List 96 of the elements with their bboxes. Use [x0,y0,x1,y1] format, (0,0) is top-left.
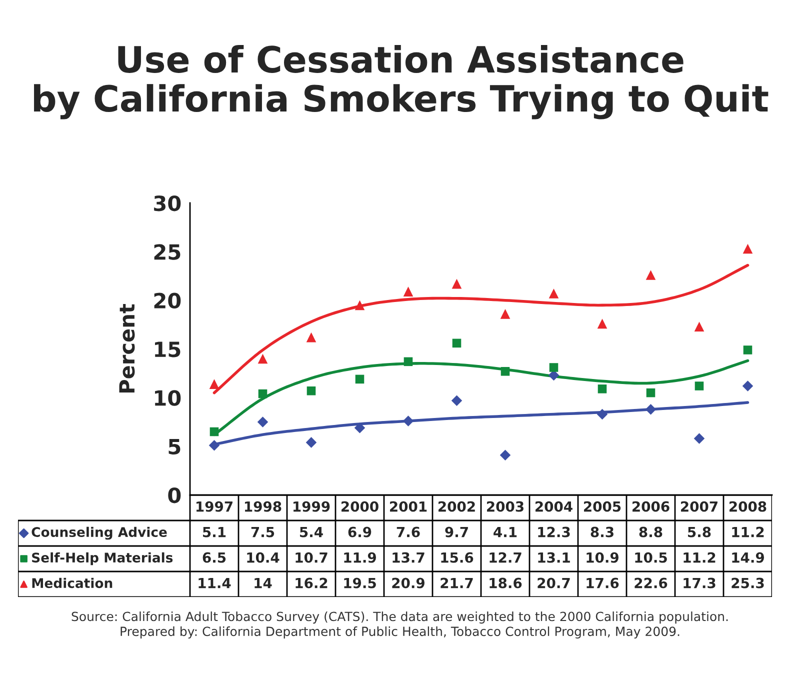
point [694,382,704,390]
data-label: 5.1 [203,526,226,538]
legend-label: Counseling Advice [32,526,167,540]
point [258,389,268,398]
x-tick-label: 2001 [390,501,427,512]
x-tick-label: 1999 [293,501,330,512]
data-label: 7.6 [396,526,420,538]
point [742,380,754,392]
x-tick-label: 2008 [730,501,766,512]
point [500,309,510,319]
data-label: 11.2 [732,526,764,538]
x-tick-label: 2005 [584,501,621,512]
point [598,384,607,394]
point [646,388,656,398]
x-tick-label: 2007 [681,501,718,512]
point [209,379,220,389]
data-label: 12.3 [538,526,570,538]
point [402,416,414,426]
data-label: 21.7 [440,578,473,588]
x-tick-label: 2004 [536,501,572,512]
point [500,366,510,376]
data-label: 4.1 [494,526,517,538]
data-label: 18.6 [490,578,522,588]
point [694,322,704,332]
point [306,332,316,342]
point [645,404,656,415]
y-tick-label: 25 [154,244,180,260]
chart-title: Use of Cessation Assistance by California Smokers Trying to Quit [34,45,768,120]
point [210,427,219,436]
y-tick-label: 0 [168,487,181,504]
point [743,346,752,354]
point [354,300,365,310]
point [355,374,364,384]
x-tick-label: 2006 [632,501,670,512]
legend-label: Medication [32,578,112,588]
data-label: 13.7 [392,552,424,563]
data-label: 11.9 [344,552,376,563]
data-label: 12.7 [490,552,522,563]
point [306,386,316,396]
data-label: 10.5 [635,552,667,563]
data-label: 13.1 [538,552,570,563]
data-label: 8.8 [639,526,662,538]
data-label: 17.3 [684,578,716,588]
point [258,354,268,364]
point [403,286,414,296]
data-label: 11.2 [684,552,716,563]
point [549,363,558,372]
data-label: 19.5 [344,578,376,588]
data-label: 7.5 [251,526,274,538]
data-label: 5.4 [300,526,323,538]
x-tick-label: 1997 [196,501,232,512]
x-tick-label: 2002 [438,501,475,512]
point [257,416,268,428]
data-label: 6.9 [348,526,372,538]
data-label: 20.7 [538,578,570,588]
point [597,318,608,329]
data-label: 10.9 [586,552,618,563]
point [354,422,366,434]
point [208,440,220,451]
x-tick-label: 1998 [244,501,282,512]
legend-label: Self-Help Materials [32,552,173,566]
y-tick-label: 20 [154,292,181,309]
point [306,437,317,448]
point [404,357,413,366]
y-tick-label: 30 [154,195,181,212]
point [452,338,462,348]
source-note: Source: California Adult Tobacco Survey (CATS). The data are weighted to the 2000 California population. Prepared by: California Department of Public Health, Tobacco Control Program, May 2009. [72,611,728,639]
data-label: 17.6 [586,578,619,588]
data-label: 22.6 [634,578,668,588]
point [548,288,559,298]
data-label: 10.4 [247,552,280,563]
data-label: 25.3 [732,578,764,588]
data-label: 14 [254,578,272,588]
x-tick-label: 2000 [342,501,378,512]
point [452,278,462,289]
data-label: 6.5 [202,552,226,563]
y-tick-label: 5 [168,439,180,455]
x-tick-label: 2003 [487,501,524,512]
data-label: 8.3 [590,526,614,538]
point [646,270,656,280]
point [742,244,753,254]
data-label: 15.6 [441,552,474,563]
point [500,450,511,460]
data-label: 16.2 [296,578,328,588]
point [694,433,705,444]
data-label: 5.8 [688,526,711,538]
data-label: 9.7 [445,526,468,538]
data-label: 10.7 [296,552,328,563]
data-label: 11.4 [198,578,231,588]
y-tick-label: 15 [155,342,180,358]
y-axis-title: Percent [119,304,135,393]
data-label: 14.9 [732,552,764,563]
point [451,395,462,406]
y-tick-label: 10 [155,390,181,406]
point [596,408,608,420]
data-label: 20.9 [392,578,424,588]
